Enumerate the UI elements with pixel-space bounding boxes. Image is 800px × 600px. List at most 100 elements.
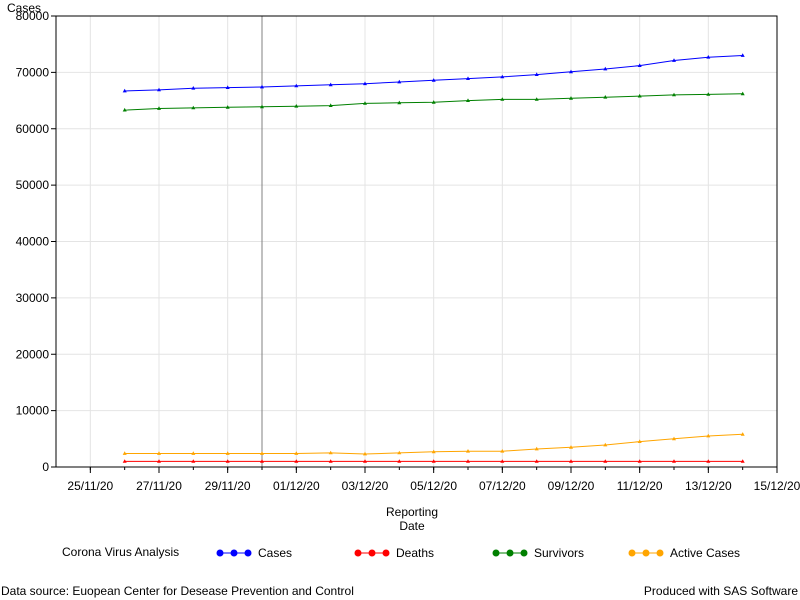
data-point-survivors (706, 92, 711, 96)
x-tick-label: 01/12/20 (273, 479, 320, 493)
data-point-active-cases (191, 451, 196, 455)
legend-item-survivors: Survivors (492, 544, 584, 562)
data-point-deaths (328, 459, 333, 463)
data-point-survivors (466, 98, 470, 102)
data-point-cases (534, 72, 539, 76)
data-point-survivors (534, 97, 539, 101)
data-point-cases (637, 63, 642, 67)
data-point-survivors (740, 91, 745, 96)
data-point-cases (740, 53, 745, 57)
data-point-cases (328, 82, 333, 87)
data-point-survivors (672, 92, 676, 97)
data-point-cases (706, 55, 711, 59)
legend-swatch-survivors (492, 549, 528, 557)
series-layer (122, 53, 745, 463)
data-point-cases (157, 87, 161, 92)
data-point-deaths (431, 459, 436, 463)
y-tick-label: 60000 (16, 122, 50, 136)
legend-swatch-cases (216, 549, 252, 557)
data-point-active-cases (534, 446, 539, 451)
x-tick-label: 15/12/20 (754, 479, 800, 493)
y-tick-label: 70000 (16, 65, 50, 79)
y-tick-label: 20000 (16, 347, 50, 361)
data-point-deaths (637, 459, 642, 463)
x-tick-label: 29/11/20 (205, 479, 251, 493)
data-point-deaths (740, 459, 745, 463)
data-point-active-cases (500, 449, 505, 453)
y-tick-label: 50000 (16, 178, 50, 192)
data-point-survivors (569, 96, 573, 100)
legend-swatch-active-cases (628, 549, 664, 557)
data-point-survivors (637, 93, 642, 98)
data-point-survivors (191, 105, 196, 110)
y-tick-label: 80000 (16, 9, 50, 23)
data-point-cases (260, 84, 264, 89)
data-point-deaths (706, 459, 711, 463)
data-point-survivors (122, 107, 127, 112)
legend-swatch-deaths (354, 549, 390, 557)
data-point-cases (225, 85, 230, 89)
data-point-deaths (122, 459, 127, 463)
data-point-active-cases (740, 432, 745, 436)
data-point-active-cases (706, 433, 711, 438)
data-point-active-cases (466, 449, 470, 453)
legend-label: Survivors (534, 546, 585, 560)
y-tick-label: 30000 (16, 291, 50, 305)
data-point-cases (466, 76, 470, 80)
data-point-survivors (157, 106, 161, 110)
data-point-cases (672, 58, 676, 62)
x-tick-label: 03/12/20 (342, 479, 389, 493)
series-active-cases (122, 432, 745, 456)
x-axis-label-line1: Reporting (386, 505, 438, 519)
data-point-active-cases (431, 449, 436, 454)
data-point-active-cases (397, 450, 402, 455)
data-point-active-cases (363, 451, 367, 456)
series-survivors (122, 91, 745, 112)
data-point-deaths (157, 459, 161, 463)
data-point-active-cases (260, 451, 264, 455)
data-point-cases (363, 81, 367, 86)
data-point-deaths (294, 459, 299, 463)
y-tick-label: 0 (42, 460, 49, 474)
y-tick-label: 40000 (16, 235, 50, 249)
x-axis-label-line2: Date (399, 519, 425, 533)
data-point-active-cases (294, 451, 299, 455)
data-point-deaths (260, 459, 264, 463)
data-point-cases (122, 88, 127, 93)
x-tick-label: 07/12/20 (479, 479, 526, 493)
data-point-deaths (569, 459, 573, 463)
data-point-deaths (672, 459, 676, 463)
data-point-survivors (431, 100, 436, 104)
data-point-survivors (328, 103, 333, 107)
data-point-survivors (225, 105, 230, 109)
data-point-survivors (260, 104, 264, 109)
data-point-active-cases (603, 442, 608, 447)
data-point-survivors (363, 101, 367, 105)
data-point-survivors (500, 97, 505, 101)
data-point-deaths (603, 459, 608, 463)
legend-item-active-cases: Active Cases (628, 544, 740, 562)
x-tick-label: 05/12/20 (410, 479, 457, 493)
data-point-cases (569, 69, 573, 74)
y-tick-label: 10000 (16, 404, 50, 418)
data-point-cases (191, 86, 196, 90)
legend-item-deaths: Deaths (354, 544, 434, 562)
data-source-note: Data source: Euopean Center for Desease … (1, 584, 354, 598)
data-point-cases (294, 83, 299, 88)
data-point-cases (500, 74, 505, 79)
data-point-cases (397, 79, 402, 84)
legend-label: Deaths (396, 546, 435, 560)
data-point-deaths (466, 459, 470, 463)
data-point-cases (431, 78, 436, 82)
data-point-active-cases (328, 450, 333, 455)
data-point-active-cases (672, 436, 676, 441)
data-point-deaths (397, 459, 402, 463)
legend: Corona Virus Analysis Cases Deaths Survivo… (0, 544, 800, 562)
data-point-active-cases (225, 451, 230, 455)
data-point-survivors (603, 95, 608, 99)
series-deaths (122, 459, 745, 463)
y-axis: 0 10000 20000 30000 40000 50000 60000 70000 8000… (16, 9, 56, 474)
series-cases (122, 53, 745, 93)
legend-label: Cases (258, 546, 293, 560)
data-point-deaths (534, 459, 539, 463)
